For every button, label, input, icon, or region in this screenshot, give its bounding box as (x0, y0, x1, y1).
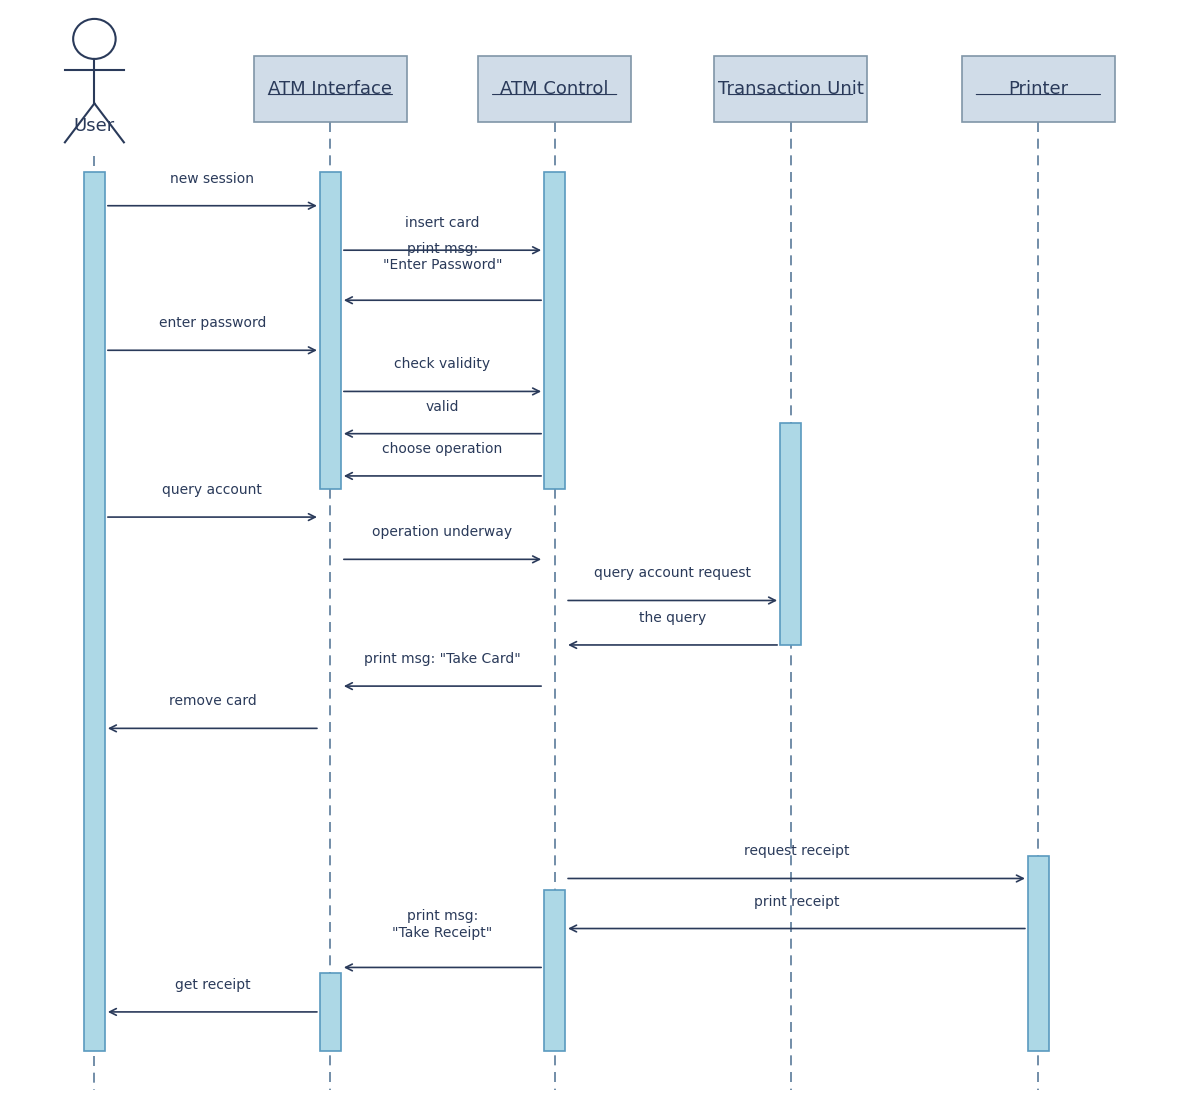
Text: enter password: enter password (159, 316, 266, 330)
Bar (780, 423, 801, 645)
Text: User: User (74, 117, 114, 135)
Text: get receipt: get receipt (175, 977, 250, 992)
Text: Transaction Unit: Transaction Unit (717, 80, 864, 98)
Text: ATM Control: ATM Control (500, 80, 609, 98)
Bar (544, 890, 565, 1051)
Bar (544, 172, 565, 489)
Text: request receipt: request receipt (743, 844, 850, 858)
Bar (320, 973, 341, 1051)
Text: print receipt: print receipt (754, 894, 839, 909)
Text: print msg:
"Take Receipt": print msg: "Take Receipt" (393, 910, 492, 940)
Bar (1028, 856, 1049, 1051)
Text: choose operation: choose operation (382, 441, 503, 456)
Text: check validity: check validity (394, 357, 491, 371)
Bar (254, 56, 407, 122)
Text: print msg:
"Enter Password": print msg: "Enter Password" (382, 242, 503, 272)
Text: the query: the query (640, 610, 706, 625)
Text: remove card: remove card (169, 694, 256, 708)
Bar (84, 172, 105, 1051)
Bar (962, 56, 1115, 122)
Text: query account request: query account request (594, 566, 752, 580)
Text: Printer: Printer (1009, 80, 1068, 98)
Text: insert card: insert card (405, 216, 480, 230)
Text: query account: query account (163, 483, 262, 497)
Bar (320, 172, 341, 489)
Text: operation underway: operation underway (373, 525, 512, 539)
Text: new session: new session (170, 171, 255, 186)
Text: ATM Interface: ATM Interface (268, 80, 393, 98)
Bar (714, 56, 867, 122)
Text: valid: valid (426, 399, 459, 414)
Bar (478, 56, 631, 122)
Text: print msg: "Take Card": print msg: "Take Card" (365, 652, 520, 666)
